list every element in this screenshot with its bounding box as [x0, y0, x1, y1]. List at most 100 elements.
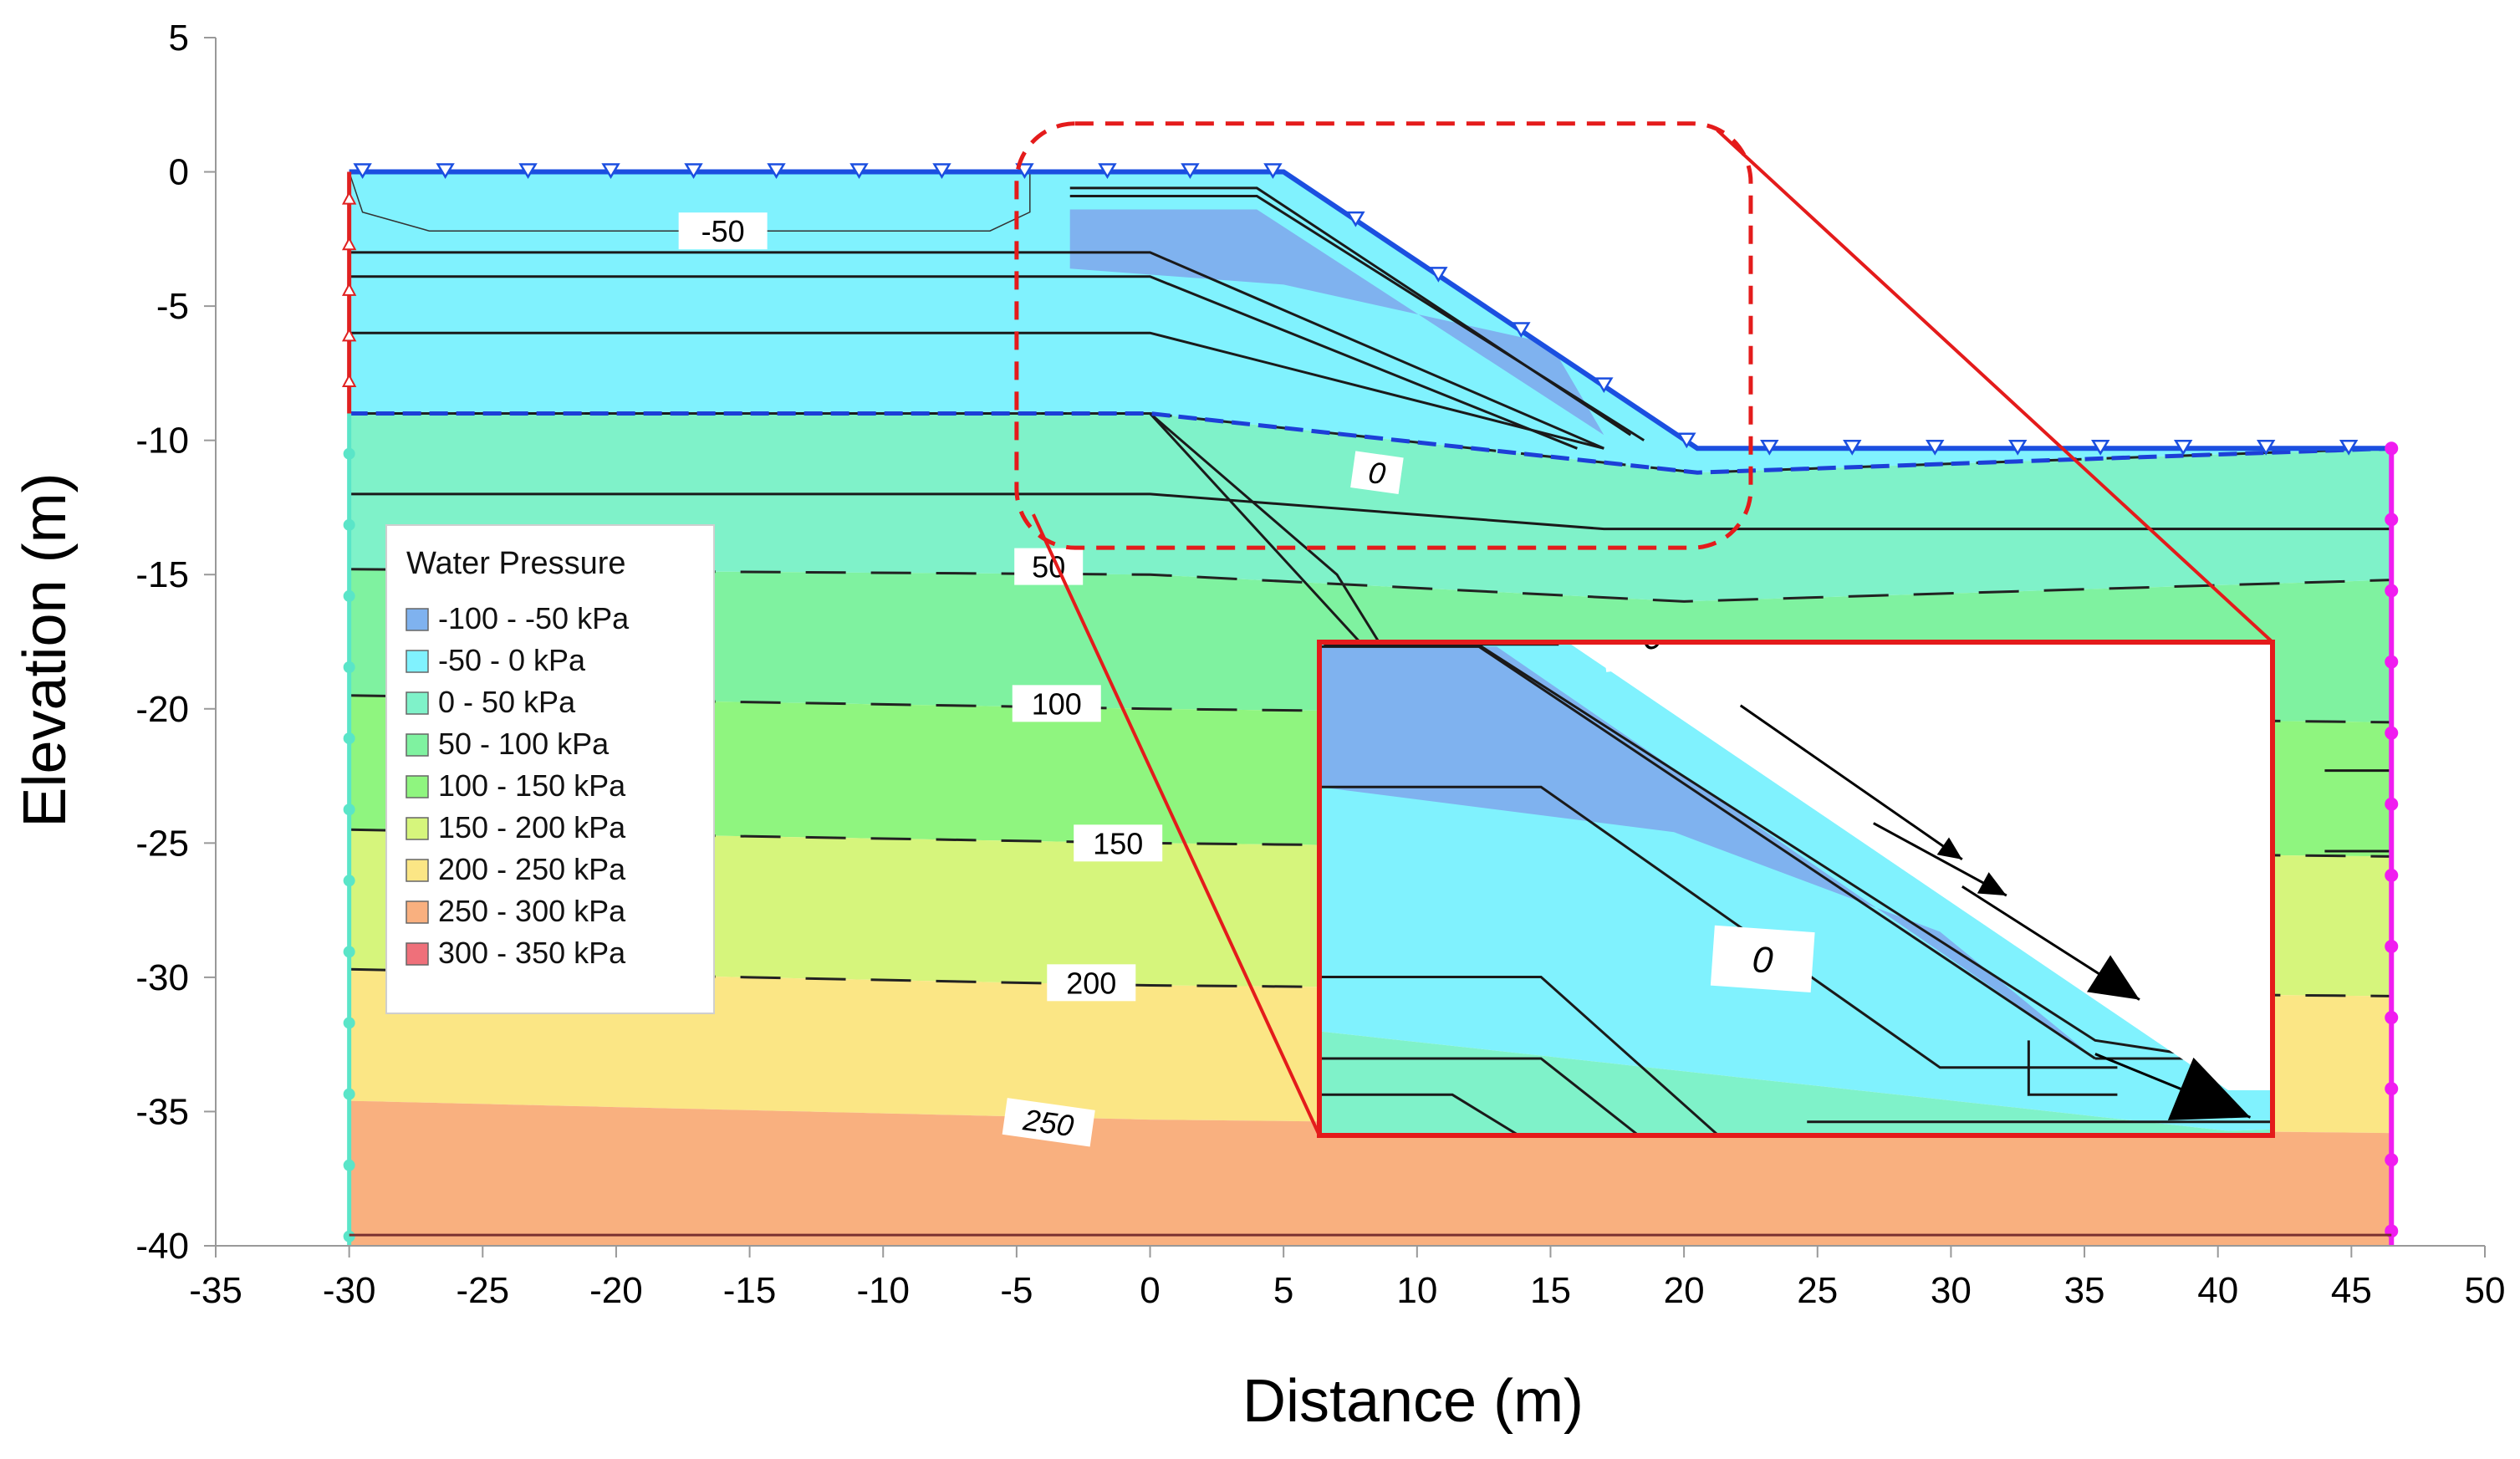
node-marker	[343, 1017, 355, 1029]
node-marker	[2385, 726, 2399, 740]
x-tick-label: 25	[1797, 1270, 1838, 1311]
inset-contour-label: 0	[1598, 642, 1706, 672]
x-tick-label: -35	[189, 1270, 242, 1311]
legend-entry-label: 300 - 350 kPa	[438, 936, 626, 970]
x-tick-label: 15	[1530, 1270, 1571, 1311]
contour-label: 50	[1014, 548, 1084, 585]
inset-frame	[1317, 640, 2275, 1138]
seepage-marker	[849, 163, 869, 179]
node-marker	[2385, 868, 2399, 882]
flow-vector-head	[1936, 837, 1962, 860]
inset-contour-label: 0	[1710, 925, 1815, 992]
legend-title: Water Pressure	[406, 546, 626, 581]
seepage-marker	[1263, 163, 1283, 179]
x-tick-label: 0	[1140, 1270, 1160, 1311]
node-marker	[2385, 1153, 2399, 1167]
node-marker	[2385, 1082, 2399, 1096]
legend-entry-label: -100 - -50 kPa	[438, 601, 630, 635]
contour-label: 200	[1047, 964, 1136, 1002]
ground-surface-boundary	[349, 169, 2392, 451]
contour-line	[349, 568, 2392, 603]
node-marker	[343, 447, 355, 460]
seepage-marker	[2091, 440, 2110, 456]
seepage-marker	[1429, 267, 1448, 283]
flow-vector	[1739, 704, 1963, 861]
x-tick-label: -5	[1000, 1270, 1033, 1311]
legend-entry-label: -50 - 0 kPa	[438, 643, 586, 677]
node-marker	[343, 661, 355, 674]
seepage-marker	[1181, 163, 1200, 179]
node-marker	[343, 518, 355, 531]
contour-label-box	[1350, 451, 1404, 495]
contour-label-text: 100	[1032, 686, 1082, 721]
legend-swatch	[406, 775, 429, 798]
inset-stratum-line	[1319, 1093, 1520, 1135]
stratum-line	[349, 275, 1578, 450]
boundary-conditions	[341, 163, 2399, 1246]
stratum-line	[349, 492, 2392, 531]
contour-label-box	[678, 212, 768, 250]
inset-stratum-line	[2027, 1040, 2118, 1096]
stratum-line	[349, 331, 1604, 450]
node-marker	[2385, 939, 2399, 953]
y-tick-label: 5	[169, 18, 189, 59]
head-marker	[341, 191, 357, 205]
legend-entry-label: 100 - 150 kPa	[438, 768, 626, 803]
contour-label-box	[1014, 548, 1084, 585]
node-marker	[343, 803, 355, 816]
node-marker	[343, 589, 355, 602]
seepage-marker	[1098, 163, 1117, 179]
y-tick-label: 0	[169, 152, 189, 193]
callout-connector	[1032, 513, 1321, 1136]
seepage-marker	[2339, 440, 2359, 456]
zoom-region-box	[1014, 121, 1753, 550]
node-marker	[343, 1088, 355, 1100]
node-marker	[343, 875, 355, 887]
contour-label-text: 50	[1032, 550, 1065, 584]
seepage-marker	[1594, 377, 1614, 394]
legend-entry-label: 150 - 200 kPa	[438, 810, 626, 844]
legend-swatch	[406, 900, 429, 924]
node-marker	[343, 946, 355, 958]
y-tick-label: -25	[135, 823, 189, 864]
zone-0_-_50_	[349, 413, 2392, 602]
y-tick-label: -20	[135, 689, 189, 730]
node-marker	[2385, 655, 2399, 669]
y-axis-title: Elevation (m)	[12, 472, 79, 827]
inset-label-box	[1710, 925, 1815, 992]
contour-label-box	[1047, 964, 1136, 1002]
y-tick-label: -35	[135, 1091, 189, 1132]
seepage-marker	[1677, 432, 1696, 449]
stratum-line	[1069, 194, 1645, 441]
seepage-marker	[1512, 322, 1531, 338]
legend: Water Pressure -100 - -50 kPa -50 - 0 kPa 0…	[385, 524, 715, 1014]
seepage-marker	[1015, 163, 1034, 179]
legend-swatch	[406, 691, 429, 715]
seepage-marker	[436, 163, 455, 179]
x-tick-label: -20	[589, 1270, 643, 1311]
y-tick-label: -30	[135, 957, 189, 998]
node-marker	[343, 1159, 355, 1171]
inset-stratum-line	[1319, 976, 1720, 1135]
x-tick-label: 45	[2331, 1270, 2372, 1311]
legend-swatch	[406, 733, 429, 757]
inset-label-text: 0	[1751, 939, 1774, 982]
seepage-marker	[767, 163, 786, 179]
contour-label: 0	[1350, 451, 1404, 495]
seepage-marker	[2173, 440, 2193, 456]
flow-vector-head	[2086, 955, 2140, 1000]
contour-label-box	[1074, 824, 1163, 862]
zone-top-bubble	[349, 171, 1031, 232]
legend-entry-label: 200 - 250 kPa	[438, 852, 626, 886]
seepage-marker	[932, 163, 951, 179]
contour-label: 100	[1012, 685, 1101, 722]
stratum-line	[349, 251, 1604, 450]
head-marker	[341, 282, 357, 296]
flow-vector-head	[2167, 1057, 2251, 1120]
contour-label: 150	[1074, 824, 1163, 862]
seepage-marker	[684, 163, 703, 179]
legend-entry-label: 250 - 300 kPa	[438, 894, 626, 928]
node-marker	[2385, 797, 2399, 811]
zone-suction-pocket	[1069, 209, 1604, 436]
